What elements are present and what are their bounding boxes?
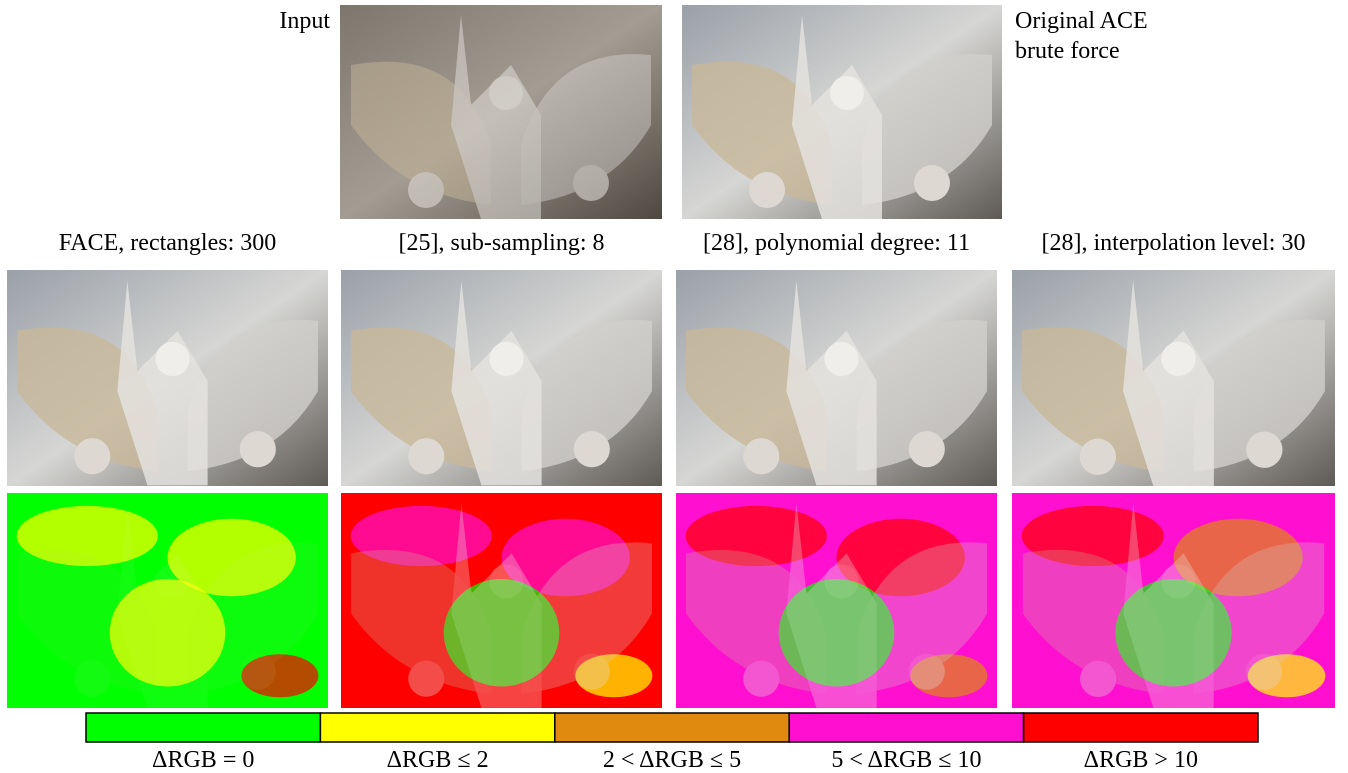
- legend-swatch: [789, 713, 1023, 742]
- reference-label: brute force: [1015, 38, 1120, 64]
- method-label: FACE, rectangles: 300: [59, 230, 277, 256]
- error-map: [1012, 493, 1335, 708]
- legend-label: ΔRGB > 10: [1084, 747, 1198, 773]
- legend-label: ΔRGB = 0: [152, 747, 254, 773]
- error-map: [341, 493, 662, 708]
- legend-swatch: [1024, 713, 1258, 742]
- error-map: [676, 493, 997, 708]
- result-image: [676, 270, 997, 486]
- result-image: [1012, 270, 1335, 486]
- reference-image: [682, 5, 1002, 219]
- method-label: [28], interpolation level: 30: [1042, 230, 1306, 256]
- legend-swatch: [555, 713, 789, 742]
- legend-label: ΔRGB ≤ 2: [387, 747, 489, 773]
- figure: Input Original ACE brute force FACE, rec…: [0, 0, 1348, 773]
- method-label: [25], sub-sampling: 8: [399, 230, 605, 256]
- input-image: [340, 5, 662, 219]
- reference-label: Original ACE: [1015, 8, 1148, 34]
- result-image: [341, 270, 662, 486]
- error-map: [7, 493, 328, 708]
- legend-label: 5 < ΔRGB ≤ 10: [831, 747, 981, 773]
- input-label: Input: [279, 8, 330, 34]
- legend-swatch: [86, 713, 320, 742]
- legend-swatch: [320, 713, 554, 742]
- result-image: [7, 270, 328, 486]
- method-label: [28], polynomial degree: 11: [703, 230, 970, 256]
- legend-label: 2 < ΔRGB ≤ 5: [603, 747, 741, 773]
